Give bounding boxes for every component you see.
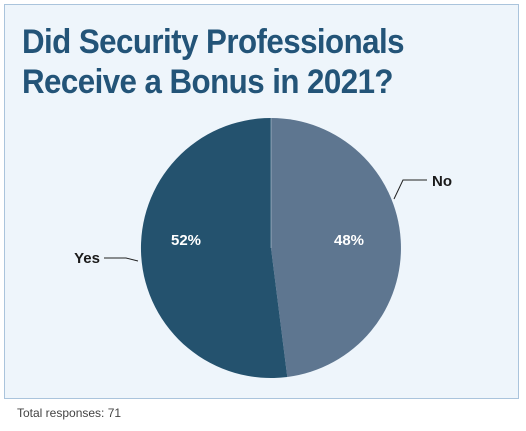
total-responses-note: Total responses: 71 — [17, 406, 122, 420]
pie-slice-yes — [140, 117, 288, 378]
chart-title-line-2: Receive a Bonus in 2021? — [22, 63, 394, 101]
chart-title-line-1: Did Security Professionals — [22, 23, 405, 61]
chart-title: Did Security Professionals Receive a Bon… — [22, 22, 405, 102]
callout-line-no — [393, 179, 427, 200]
pie-value-label-yes: 52% — [171, 232, 201, 249]
callout-line-yes — [104, 257, 139, 262]
pie-category-label-yes: Yes — [74, 250, 100, 267]
pie-value-label-no: 48% — [334, 232, 364, 249]
pie-slice-no — [271, 118, 401, 377]
pie-category-label-no: No — [432, 173, 452, 190]
